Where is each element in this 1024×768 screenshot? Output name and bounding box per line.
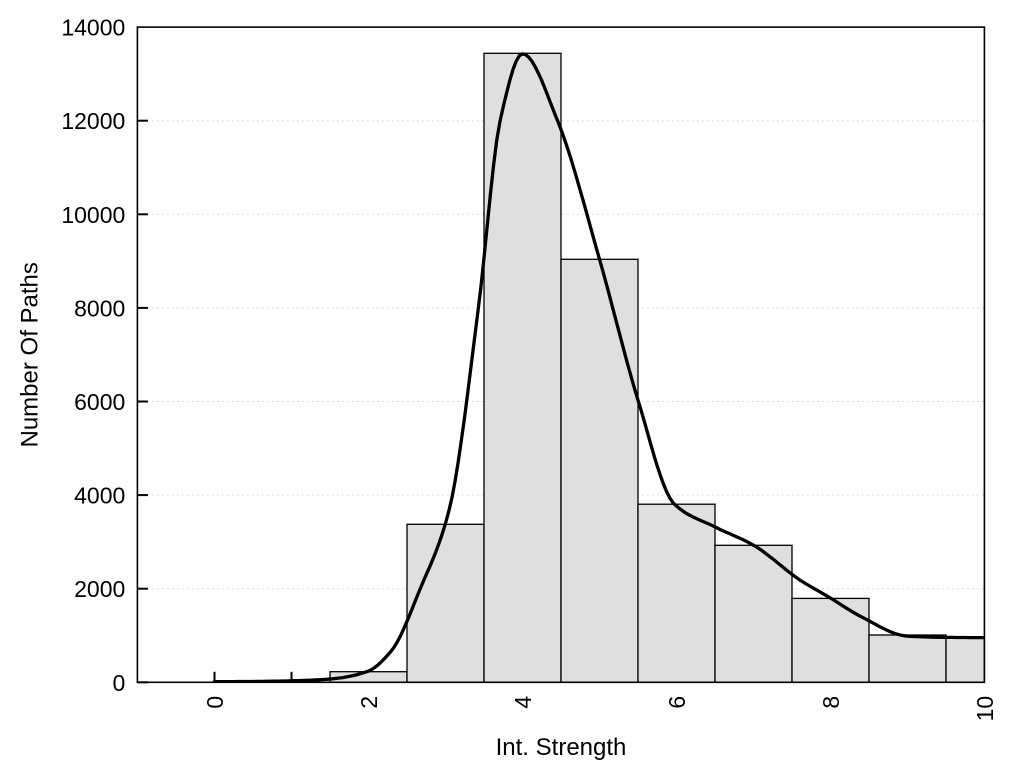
svg-text:2000: 2000 (74, 576, 125, 602)
svg-text:6000: 6000 (74, 389, 125, 415)
svg-text:2: 2 (356, 696, 382, 709)
svg-text:0: 0 (113, 670, 126, 696)
svg-text:0: 0 (202, 696, 228, 709)
svg-text:4: 4 (510, 696, 536, 709)
svg-text:10000: 10000 (61, 202, 125, 228)
svg-text:4000: 4000 (74, 483, 125, 509)
svg-text:14000: 14000 (61, 15, 125, 41)
svg-text:8000: 8000 (74, 295, 125, 321)
svg-text:10: 10 (972, 696, 998, 722)
svg-text:Number Of Paths: Number Of Paths (17, 262, 44, 447)
svg-text:6: 6 (664, 696, 690, 709)
svg-text:Int. Strength: Int. Strength (496, 734, 627, 761)
svg-text:12000: 12000 (61, 108, 125, 134)
svg-text:8: 8 (818, 696, 844, 709)
